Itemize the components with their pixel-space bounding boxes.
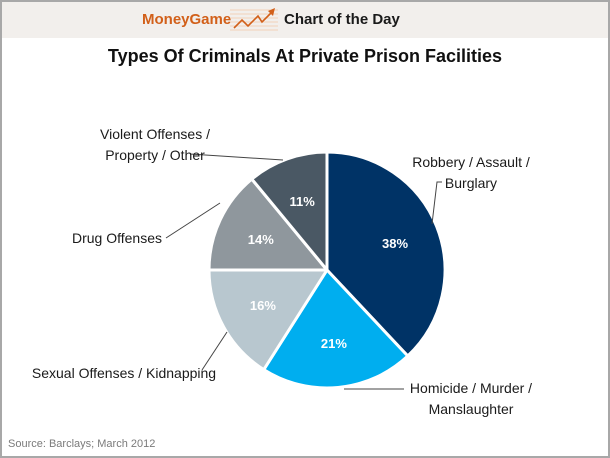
slice-category-label: Violent Offenses / Property / Other bbox=[100, 126, 210, 163]
leader-line bbox=[189, 153, 284, 161]
pie-slice bbox=[262, 268, 410, 390]
pie-slice bbox=[250, 150, 329, 272]
brand-name: MoneyGame bbox=[142, 11, 232, 28]
slice-percent-label: 38% bbox=[382, 236, 408, 251]
slice-category-label: Drug Offenses bbox=[72, 230, 162, 246]
pie-slice bbox=[325, 150, 447, 358]
slice-percent-label: 11% bbox=[290, 194, 316, 209]
slice-category-label-line: Property / Other bbox=[105, 147, 205, 163]
slice-percent-label: 14% bbox=[248, 232, 274, 247]
leader-line bbox=[431, 181, 442, 225]
section-title: Chart of the Day bbox=[284, 11, 400, 28]
trend-up-arrow-icon bbox=[230, 8, 278, 31]
slice-percent-label: 21% bbox=[321, 336, 347, 351]
header-band: MoneyGame Chart of the Day bbox=[2, 2, 608, 38]
chart-title: Types Of Criminals At Private Prison Fac… bbox=[107, 46, 503, 66]
slice-category-label: Sexual Offenses / Kidnapping bbox=[32, 365, 216, 381]
slice-category-label-line: Drug Offenses bbox=[72, 230, 162, 246]
slice-category-label-line: Manslaughter bbox=[429, 401, 514, 417]
slice-category-label-line: Burglary bbox=[445, 175, 497, 191]
leader-line bbox=[201, 331, 228, 371]
slice-category-label-line: Violent Offenses / bbox=[100, 126, 210, 142]
pie-slice bbox=[207, 268, 329, 372]
pie-slice bbox=[207, 177, 329, 272]
slice-category-label: Homicide / Murder / Manslaughter bbox=[410, 380, 532, 417]
leader-line bbox=[165, 202, 221, 239]
slice-category-label: Robbery / Assault / Burglary bbox=[412, 154, 530, 191]
slice-percent-label: 16% bbox=[250, 298, 276, 313]
slice-category-label-line: Robbery / Assault / bbox=[412, 154, 530, 170]
slice-category-label-line: Sexual Offenses / Kidnapping bbox=[32, 365, 216, 381]
source-note: Source: Barclays; March 2012 bbox=[8, 438, 156, 450]
slice-category-label-line: Homicide / Murder / bbox=[410, 380, 532, 396]
